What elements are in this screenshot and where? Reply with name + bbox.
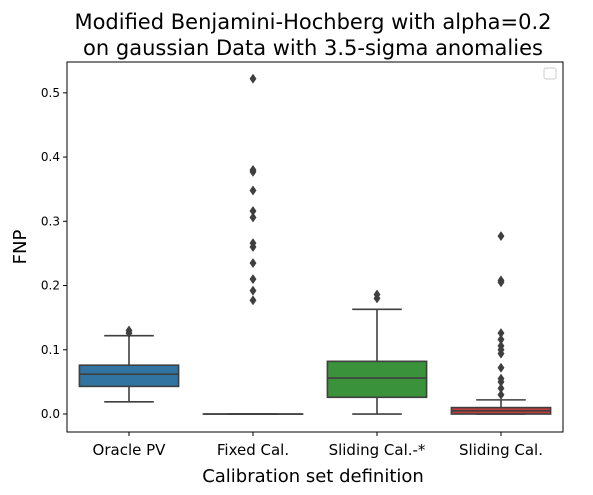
axes-frame xyxy=(66,61,564,433)
x-axis-label: Calibration set definition xyxy=(202,466,424,487)
outlier-point xyxy=(373,289,381,300)
chart-title-line-2: on gaussian Data with 3.5-sigma anomalie… xyxy=(83,36,543,60)
y-tick-label: 0.1 xyxy=(41,343,60,357)
chart-title-line-1: Modified Benjamini-Hochberg with alpha=0… xyxy=(74,10,551,34)
x-tick-label: Oracle PV xyxy=(93,441,167,459)
plot-area: 0.0 0.1 0.2 0.3 0.4 0.5 Oracle PV Fixed Cal. Sli… xyxy=(41,61,564,459)
box-body xyxy=(326,360,428,399)
outlier-point xyxy=(249,258,257,269)
outlier-point xyxy=(249,295,257,306)
outlier-point xyxy=(249,238,257,249)
outlier-point xyxy=(249,285,257,296)
outlier-point xyxy=(497,383,505,394)
outlier-point xyxy=(497,334,505,345)
y-tick-label: 0.3 xyxy=(41,214,60,228)
y-tick-label: 0.0 xyxy=(41,407,60,421)
outlier-point xyxy=(249,205,257,217)
legend-box xyxy=(543,67,557,80)
outlier-point xyxy=(249,73,257,84)
x-tick-label: Fixed Cal. xyxy=(217,441,289,459)
outlier-point xyxy=(249,164,257,175)
y-tick-label: 0.4 xyxy=(41,150,60,164)
y-tick-label: 0.2 xyxy=(41,279,60,293)
x-tick-label: Sliding Cal.-* xyxy=(329,441,426,459)
outlier-point xyxy=(249,274,257,285)
box-body xyxy=(78,364,180,388)
outlier-point xyxy=(249,185,257,196)
outlier-point xyxy=(497,362,505,373)
outlier-point xyxy=(497,340,505,351)
y-axis-label: FNP xyxy=(10,230,31,265)
x-tick-label: Sliding Cal. xyxy=(459,441,543,459)
outlier-point xyxy=(125,325,133,336)
outlier-point xyxy=(497,328,505,339)
outlier-point xyxy=(249,212,257,223)
outlier-point xyxy=(497,231,505,242)
outlier-point xyxy=(497,275,505,286)
y-tick-label: 0.5 xyxy=(41,86,60,100)
outlier-point xyxy=(497,389,505,400)
outlier-point xyxy=(497,373,505,384)
